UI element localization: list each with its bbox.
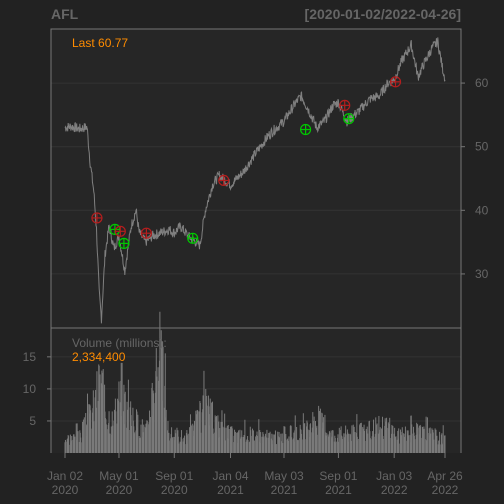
x-tick-year-3: 2021 bbox=[217, 483, 244, 497]
price-tick-label-3: 60 bbox=[475, 76, 489, 90]
x-tick-label-3: Jan 04 bbox=[212, 469, 248, 483]
volume-tick-label-2: 15 bbox=[23, 350, 37, 364]
buy-marker-5 bbox=[187, 232, 199, 244]
x-tick-year-7: 2022 bbox=[432, 483, 459, 497]
sell-marker-6 bbox=[218, 174, 230, 187]
price-axis-ticks: 30 40 50 60 bbox=[461, 76, 489, 281]
last-price-label: Last 60.77 bbox=[72, 36, 128, 50]
x-tick-label-0: Jan 02 bbox=[47, 469, 83, 483]
price-tick-label-0: 30 bbox=[475, 267, 489, 281]
x-tick-year-2: 2020 bbox=[161, 483, 188, 497]
signal-markers bbox=[91, 76, 402, 249]
buy-marker-1 bbox=[109, 223, 121, 235]
x-tick-label-1: May 01 bbox=[99, 469, 139, 483]
sell-marker-4 bbox=[140, 227, 152, 239]
sell-marker-10 bbox=[389, 76, 402, 88]
sell-marker-0 bbox=[91, 212, 103, 224]
volume-tick-label-0: 5 bbox=[29, 414, 36, 428]
date-range-label: [2020-01-02/2022-04-26] bbox=[305, 6, 461, 22]
buy-marker-9 bbox=[343, 113, 355, 125]
x-tick-year-0: 2020 bbox=[52, 483, 79, 497]
x-tick-label-4: May 03 bbox=[264, 469, 304, 483]
volume-tick-label-1: 10 bbox=[23, 382, 37, 396]
x-tick-label-5: Sep 01 bbox=[319, 469, 357, 483]
x-tick-year-1: 2020 bbox=[106, 483, 133, 497]
buy-marker-7 bbox=[299, 123, 312, 136]
x-tick-year-4: 2021 bbox=[271, 483, 298, 497]
chart-title: AFL bbox=[51, 6, 79, 22]
x-tick-label-7: Apr 26 bbox=[427, 469, 463, 483]
price-tick-label-1: 40 bbox=[475, 203, 489, 217]
x-tick-label-6: Jan 03 bbox=[376, 469, 412, 483]
volume-axis-label: Volume (millions): bbox=[72, 336, 167, 350]
x-tick-year-6: 2022 bbox=[381, 483, 408, 497]
x-tick-year-5: 2021 bbox=[325, 483, 352, 497]
sell-marker-2 bbox=[114, 225, 126, 237]
volume-bars bbox=[64, 311, 446, 453]
sell-marker-8 bbox=[339, 99, 351, 111]
buy-marker-3 bbox=[118, 237, 130, 249]
x-tick-label-2: Sep 01 bbox=[155, 469, 193, 483]
volume-axis-ticks: 5 10 15 bbox=[23, 350, 51, 428]
volume-last-value: 2,334,400 bbox=[72, 350, 126, 364]
price-tick-label-2: 50 bbox=[475, 140, 489, 154]
